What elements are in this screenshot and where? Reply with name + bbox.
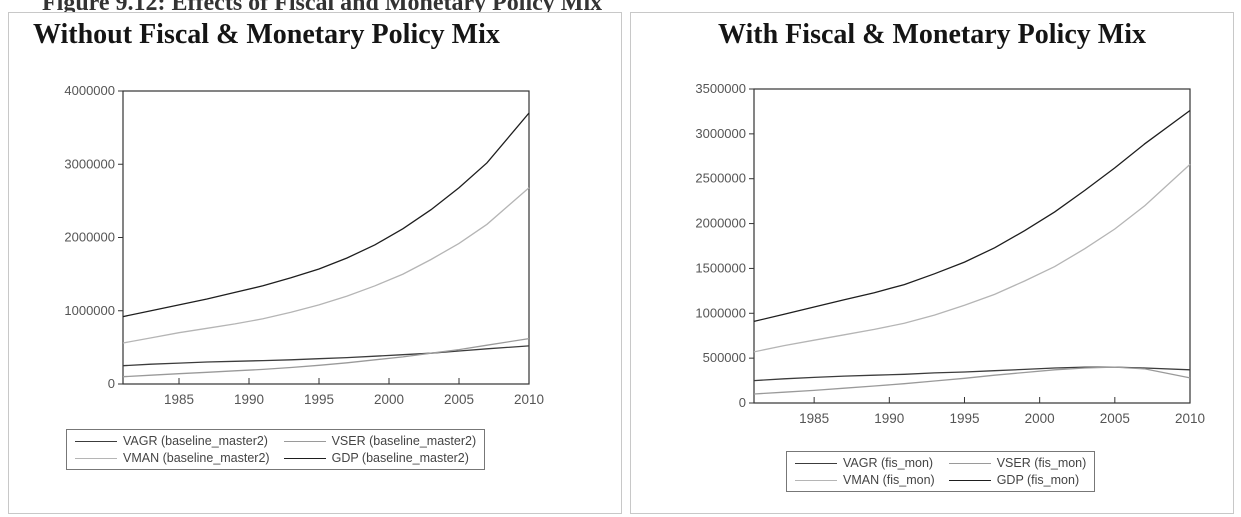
series-line-gdp — [122, 112, 530, 318]
x-tick-label: 1990 — [874, 411, 904, 426]
legend-item-vser-left: VSER (baseline_master2) — [283, 434, 477, 448]
legend-item-vagr-left: VAGR (baseline_master2) — [75, 434, 270, 448]
series-line-vser — [753, 366, 1191, 395]
x-tick-label: 2000 — [1025, 411, 1055, 426]
x-tick-label: 2010 — [1175, 411, 1205, 426]
y-tick-label: 4000000 — [64, 83, 115, 98]
x-tick-label: 2005 — [1100, 411, 1130, 426]
y-tick-label: 3000000 — [64, 156, 115, 171]
legend-swatch — [75, 440, 117, 442]
legend-label: VAGR (baseline_master2) — [123, 434, 268, 448]
legend-item-gdp-right: GDP (fis_mon) — [948, 473, 1087, 487]
x-tick-label: 1985 — [799, 411, 829, 426]
y-tick-label: 2000000 — [695, 216, 746, 231]
x-tick-label: 2005 — [444, 392, 474, 407]
y-tick-label: 0 — [739, 395, 746, 410]
legend-label: VMAN (fis_mon) — [843, 473, 935, 487]
legend-swatch — [948, 462, 991, 464]
legend-right: VAGR (fis_mon) VSER (fis_mon) VMAN (fis_… — [786, 451, 1096, 492]
line-chart-right: 0 500000 1000000 1500000 2000000 2500000 30000… — [695, 81, 1205, 426]
series-line-vagr — [122, 345, 530, 367]
y-tick-label: 3500000 — [695, 81, 746, 96]
x-tick-label: 1995 — [949, 411, 979, 426]
legend-item-vman-right: VMAN (fis_mon) — [795, 473, 935, 487]
x-tick-label: 1990 — [234, 392, 264, 407]
series-line-vman — [122, 187, 530, 344]
x-tick-label: 2010 — [514, 392, 544, 407]
legend-label: VSER (baseline_master2) — [331, 434, 477, 448]
y-tick-label: 3000000 — [695, 126, 746, 141]
line-chart-left: 0 1000000 2000000 3000000 4000000 1985 1990 199… — [64, 83, 544, 407]
legend-swatch — [283, 440, 326, 442]
legend-item-gdp-left: GDP (baseline_master2) — [283, 451, 477, 465]
legend-label: VAGR (fis_mon) — [843, 456, 934, 470]
x-tick-label: 2000 — [374, 392, 404, 407]
legend-swatch — [795, 462, 837, 464]
legend-item-vman-left: VMAN (baseline_master2) — [75, 451, 270, 465]
legend-label: GDP (fis_mon) — [996, 473, 1080, 487]
series-line-vser — [122, 337, 530, 378]
series-line-vagr — [753, 366, 1191, 382]
y-tick-label: 1000000 — [695, 305, 746, 320]
x-tick-label: 1985 — [164, 392, 194, 407]
plot-frame-right — [753, 88, 1191, 404]
chart-panel-right: With Fiscal & Monetary Policy Mix 0 50000… — [630, 12, 1234, 514]
y-tick-label: 2500000 — [695, 171, 746, 186]
legend-swatch — [283, 457, 326, 459]
legend-item-vagr-right: VAGR (fis_mon) — [795, 456, 935, 470]
y-tick-label: 1500000 — [695, 260, 746, 275]
legend-swatch — [795, 479, 837, 481]
x-tick-label: 1995 — [304, 392, 334, 407]
y-tick-label: 2000000 — [64, 230, 115, 245]
chart-panel-left: Without Fiscal & Monetary Policy Mix 0 10… — [8, 12, 622, 514]
chart-title-right: With Fiscal & Monetary Policy Mix — [718, 19, 1146, 50]
y-tick-label: 0 — [108, 376, 115, 391]
chart-title-left: Without Fiscal & Monetary Policy Mix — [33, 19, 500, 50]
series-line-gdp — [753, 109, 1191, 323]
legend-label: GDP (baseline_master2) — [331, 451, 469, 465]
y-tick-label: 500000 — [703, 350, 746, 365]
legend-left: VAGR (baseline_master2) VSER (baseline_m… — [66, 429, 486, 470]
legend-swatch — [948, 479, 991, 481]
legend-label: VSER (fis_mon) — [996, 456, 1087, 470]
legend-swatch — [75, 457, 117, 459]
legend-item-vser-right: VSER (fis_mon) — [948, 456, 1087, 470]
series-line-vman — [753, 163, 1191, 353]
legend-label: VMAN (baseline_master2) — [123, 451, 270, 465]
y-tick-label: 1000000 — [64, 303, 115, 318]
